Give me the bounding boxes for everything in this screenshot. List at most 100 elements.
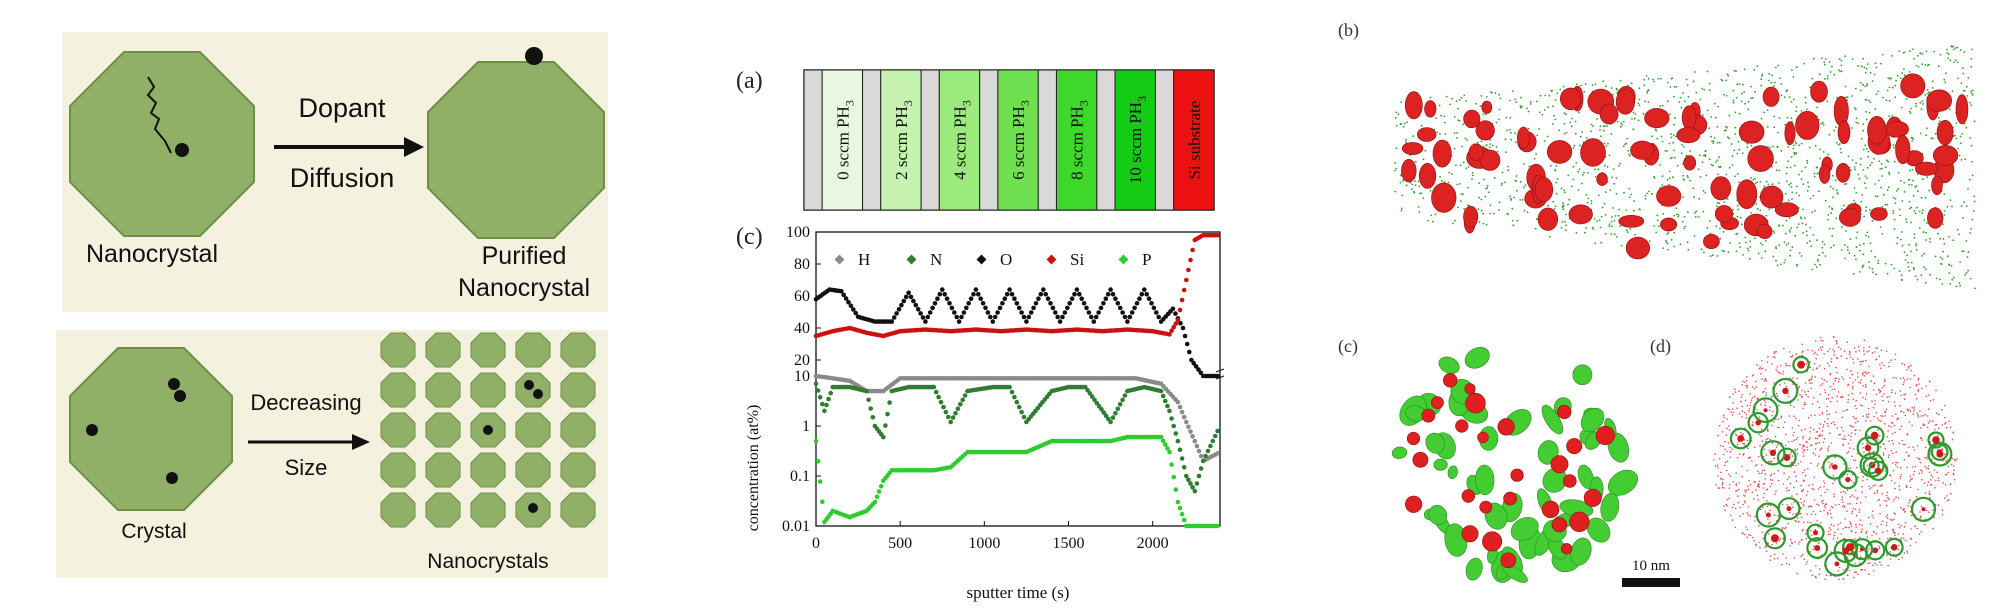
layer-label: 4 sccm PH3 bbox=[951, 100, 974, 180]
data-point bbox=[891, 315, 897, 320]
data-point bbox=[1113, 410, 1118, 416]
data-point bbox=[935, 296, 940, 301]
data-point bbox=[1057, 319, 1063, 324]
nanocrystals-label: Nanocrystals bbox=[427, 550, 548, 573]
data-point bbox=[1110, 291, 1116, 297]
data-point bbox=[1175, 438, 1181, 444]
data-point bbox=[933, 389, 939, 395]
small-nanocrystal bbox=[470, 492, 506, 528]
data-point bbox=[1019, 310, 1024, 315]
data-point bbox=[1184, 473, 1189, 479]
data-point bbox=[866, 397, 871, 403]
data-point bbox=[1173, 487, 1179, 492]
legend-entry: N bbox=[930, 250, 942, 269]
data-point bbox=[1188, 429, 1193, 434]
data-point bbox=[1000, 301, 1005, 306]
small-nanocrystal bbox=[560, 372, 596, 408]
small-nanocrystal bbox=[380, 492, 416, 528]
small-nanocrystal bbox=[560, 332, 596, 368]
data-point bbox=[1179, 456, 1185, 461]
x-axis-title: sputter time (s) bbox=[967, 583, 1070, 602]
small-nanocrystal bbox=[560, 492, 596, 528]
doped-layer bbox=[880, 69, 922, 211]
panel-c-right-label: (c) bbox=[1338, 336, 1358, 357]
data-point bbox=[1033, 301, 1039, 306]
small-nanocrystal bbox=[515, 372, 551, 408]
data-point bbox=[1101, 410, 1106, 415]
data-point bbox=[1170, 306, 1176, 312]
y-tick-label: 60 bbox=[794, 288, 810, 305]
data-point bbox=[1072, 291, 1077, 297]
data-point bbox=[1084, 305, 1089, 311]
spacer-layer bbox=[803, 69, 823, 211]
data-point bbox=[1103, 413, 1109, 418]
data-point bbox=[1178, 320, 1183, 326]
data-point bbox=[1014, 399, 1020, 405]
data-point bbox=[881, 434, 886, 440]
data-point bbox=[826, 396, 831, 402]
data-point bbox=[1151, 305, 1157, 311]
data-point bbox=[1137, 296, 1142, 301]
small-nanocrystal bbox=[380, 452, 416, 488]
data-point bbox=[1210, 438, 1216, 444]
data-point bbox=[1146, 296, 1152, 301]
data-point bbox=[915, 307, 921, 312]
data-point bbox=[1117, 305, 1123, 311]
data-point bbox=[868, 406, 873, 411]
y-tick-label: 0.1 bbox=[790, 468, 810, 485]
data-point bbox=[853, 310, 858, 316]
data-point bbox=[1086, 310, 1092, 315]
small-nanocrystal bbox=[380, 332, 416, 368]
data-point bbox=[1069, 296, 1075, 301]
data-point bbox=[1198, 370, 1204, 376]
atom-probe-svg: (b) (c) (d) 10 nm bbox=[1338, 20, 1976, 587]
data-point bbox=[980, 301, 986, 306]
data-point bbox=[1198, 453, 1204, 459]
panel-a-label: (a) bbox=[736, 68, 763, 94]
data-point bbox=[813, 438, 819, 444]
small-nanocrystal bbox=[380, 412, 416, 448]
data-point bbox=[923, 319, 928, 324]
data-point bbox=[941, 404, 946, 410]
data-point bbox=[960, 397, 965, 403]
data-point bbox=[966, 301, 971, 306]
y-tick-label: 20 bbox=[794, 352, 810, 369]
data-point bbox=[1014, 301, 1020, 306]
data-point bbox=[992, 314, 998, 320]
data-point bbox=[1154, 310, 1159, 315]
data-point bbox=[1016, 305, 1022, 311]
data-point bbox=[820, 401, 825, 407]
data-point bbox=[943, 409, 949, 415]
dopant-atom bbox=[175, 143, 189, 157]
data-point bbox=[1158, 434, 1164, 440]
data-point bbox=[1053, 310, 1058, 315]
data-point bbox=[944, 296, 950, 301]
data-point bbox=[1028, 310, 1034, 315]
layer-label: 0 sccm PH3 bbox=[833, 100, 856, 180]
data-point bbox=[1171, 474, 1176, 480]
diffusion-path bbox=[146, 76, 172, 154]
legend-entry: Si bbox=[1070, 250, 1084, 269]
data-point bbox=[1186, 267, 1191, 273]
data-point bbox=[961, 310, 967, 315]
data-point bbox=[1205, 448, 1211, 454]
data-point bbox=[1181, 287, 1187, 293]
legend-entry: P bbox=[1142, 250, 1151, 269]
data-point bbox=[995, 310, 1000, 315]
legend-entry: O bbox=[1000, 250, 1012, 269]
data-point bbox=[1192, 438, 1198, 444]
data-point bbox=[1060, 314, 1065, 320]
diffusion-diagram: Dopant Diffusion Nanocrystal Purified Na… bbox=[69, 47, 605, 302]
data-point bbox=[901, 298, 907, 304]
doped-layer bbox=[821, 69, 864, 211]
data-point bbox=[1074, 287, 1080, 292]
plot-frame bbox=[815, 231, 1221, 527]
x-tick-label: 1000 bbox=[968, 535, 1000, 552]
x-tick-label: 2000 bbox=[1137, 535, 1169, 552]
size-label: Size bbox=[285, 455, 328, 480]
layer-label: Si substrate bbox=[1185, 101, 1204, 180]
data-point bbox=[1083, 384, 1088, 390]
data-point bbox=[1132, 305, 1137, 311]
data-point bbox=[1167, 332, 1172, 337]
